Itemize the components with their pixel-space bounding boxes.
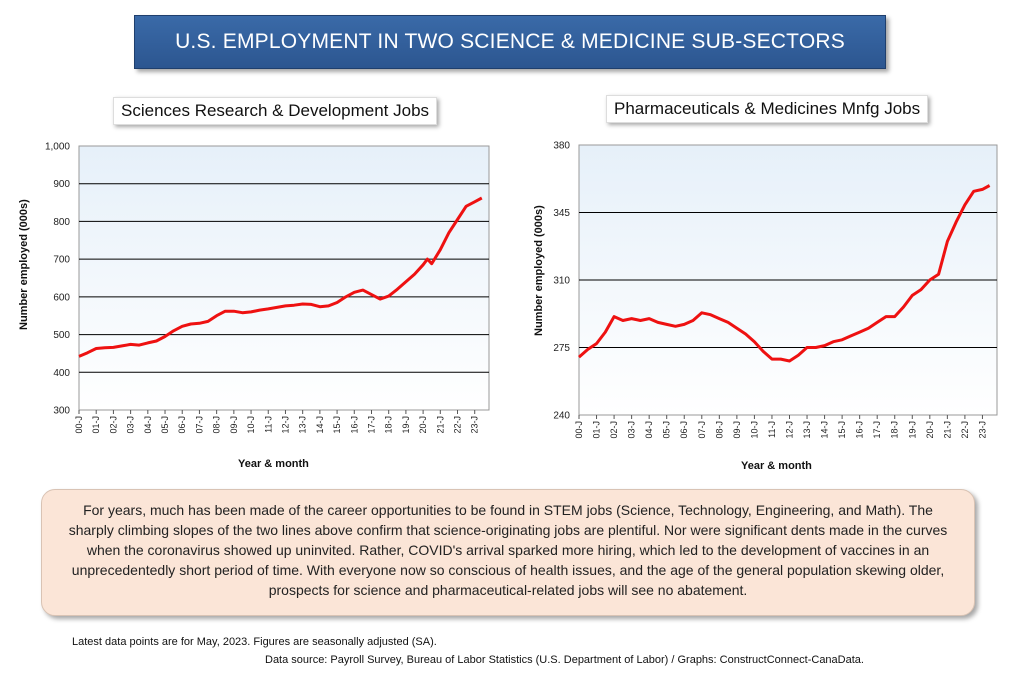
x-tick-label: 01-J [91,416,101,434]
y-tick-label: 275 [553,343,570,354]
x-tick-label: 20-J [925,421,935,439]
x-tick-label: 07-J [194,416,204,434]
y-tick-label: 300 [53,406,70,417]
x-tick-label: 19-J [907,421,917,439]
x-tick-label: 15-J [837,421,847,439]
x-tick-label: 08-J [212,416,222,434]
x-tick-label: 17-J [872,421,882,439]
x-axis-label-rnd: Year & month [238,458,309,470]
x-tick-label: 21-J [942,421,952,439]
x-tick-label: 15-J [332,416,342,434]
y-tick-label: 345 [553,208,570,219]
y-axis-label-pharma: Number employed (000s) [533,205,545,336]
x-tick-label: 23-J [977,421,987,439]
y-tick-label: 310 [553,276,570,287]
commentary-box: For years, much has been made of the car… [41,489,975,616]
x-tick-label: 01-J [592,421,602,439]
x-tick-label: 13-J [298,416,308,434]
x-tick-label: 16-J [855,421,865,439]
footnote-latest: Latest data points are for May, 2023. Fi… [72,636,437,648]
x-tick-label: 11-J [263,416,273,433]
x-tick-label: 16-J [349,416,359,434]
x-tick-label: 13-J [802,421,812,439]
x-tick-label: 06-J [679,421,689,439]
y-tick-label: 1,000 [45,142,70,153]
x-tick-label: 18-J [890,421,900,439]
x-tick-label: 06-J [177,416,187,434]
x-tick-label: 09-J [229,416,239,434]
x-tick-label: 02-J [609,421,619,439]
x-tick-label: 22-J [453,416,463,434]
x-tick-label: 02-J [108,416,118,434]
x-tick-label: 10-J [246,416,256,434]
series-line [78,196,483,358]
y-tick-label: 800 [53,217,70,228]
x-tick-label: 23-J [470,416,480,434]
x-tick-label: 17-J [366,416,376,434]
x-tick-label: 22-J [960,421,970,439]
y-tick-label: 600 [53,292,70,303]
chart-title-pharma: Pharmaceuticals & Medicines Mnfg Jobs [606,95,929,123]
x-tick-label: 09-J [732,421,742,439]
x-tick-label: 14-J [315,416,325,434]
x-tick-label: 10-J [749,421,759,439]
x-tick-label: 21-J [435,416,445,434]
x-tick-label: 18-J [384,416,394,434]
x-axis-label-pharma: Year & month [741,460,812,472]
x-tick-label: 11-J [767,421,777,438]
x-tick-label: 03-J [627,421,637,439]
y-axis-label-rnd: Number employed (000s) [18,199,30,330]
y-tick-label: 500 [53,330,70,341]
chart-title-rnd: Sciences Research & Development Jobs [113,97,438,125]
y-tick-label: 240 [553,411,570,422]
x-tick-label: 19-J [401,416,411,434]
x-tick-label: 12-J [280,416,290,434]
x-tick-label: 04-J [644,421,654,439]
banner-title: U.S. EMPLOYMENT IN TWO SCIENCE & MEDICIN… [134,15,886,69]
x-tick-label: 00-J [74,416,84,434]
chart-pharma: 240 275 310 345 380 00-J 01-J 02-J 03-J 04-J 05-J 0… [553,141,998,439]
y-tick-label: 700 [53,255,70,266]
y-tick-label: 400 [53,368,70,379]
series-line [578,184,991,363]
x-tick-label: 08-J [714,421,724,439]
x-tick-label: 07-J [697,421,707,439]
x-tick-label: 00-J [574,421,584,439]
footnote-source: Data source: Payroll Survey, Bureau of L… [265,654,864,666]
x-tick-label: 04-J [143,416,153,434]
x-tick-label: 20-J [418,416,428,434]
x-tick-label: 05-J [662,421,672,439]
y-tick-label: 380 [553,141,570,152]
x-tick-label: 05-J [160,416,170,434]
x-tick-label: 12-J [784,421,794,439]
x-tick-label: 03-J [126,416,136,434]
y-tick-label: 900 [53,179,70,190]
chart-rnd: 300 400 500 600 700 800 900 1,000 00-J 01-J 02-J 03… [45,142,490,434]
x-tick-label: 14-J [820,421,830,439]
